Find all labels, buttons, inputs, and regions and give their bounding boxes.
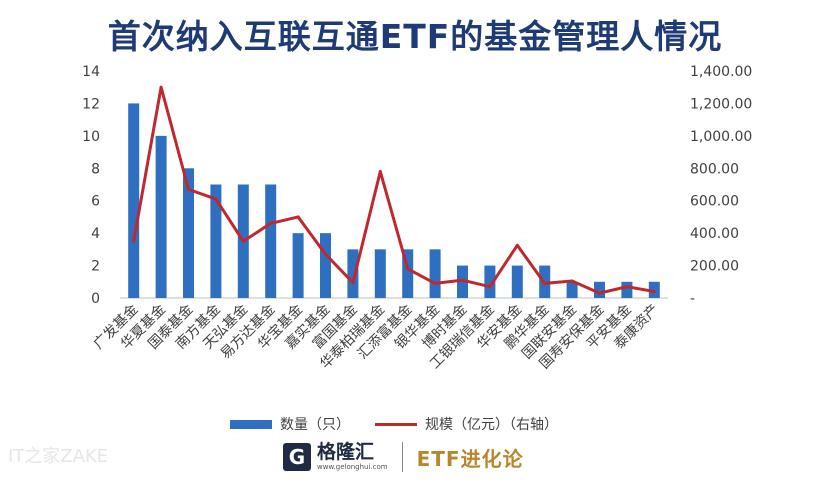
line-point [652,290,656,294]
bar [128,103,140,298]
category-labels: 广发基金华夏基金国泰基金南方基金天弘基金易方达基金华宝基金嘉实基金富国基金华泰柏… [90,301,662,372]
bar [292,233,304,298]
bar [320,233,331,298]
bar-series [128,103,660,298]
bar [183,168,194,298]
line-point [406,267,410,271]
line-point [241,239,245,243]
left-axis-ticks: 0 2 4 6 8 10 12 14 [82,64,100,307]
line-point [159,85,163,89]
left-tick-label: 6 [91,194,100,210]
legend-item-count: 数量（只） [230,414,350,434]
legend-item-scale: 规模（亿元）（右轴） [375,414,558,434]
line-point [187,187,190,191]
bar [594,281,605,298]
gelonghui-logo-icon: G [283,443,311,471]
bar [457,265,468,298]
line-point [351,281,355,285]
line-point [488,285,492,289]
line-point [214,197,218,201]
line-point [598,291,601,295]
footer-divider [401,442,403,472]
right-tick-label: 400.00 [690,226,739,242]
line-point [324,252,327,256]
bar [511,265,523,298]
right-tick-label: 1,200.00 [690,96,752,112]
bar [155,135,167,298]
bar [265,184,277,298]
line-point [296,215,300,219]
line-point [269,221,273,225]
left-tick-label: 4 [91,226,100,242]
line-point [570,279,574,283]
bar [347,249,359,298]
bar [374,249,386,298]
left-tick-label: 8 [91,161,100,177]
line-series [132,85,656,295]
left-tick-label: 14 [82,64,100,80]
logo-name: 格隆汇 [317,441,375,463]
line-point [543,281,547,285]
right-axis-ticks: - 200.00 400.00 600.00 800.00 1,000.00 1,200.0… [690,64,752,307]
left-tick-label: 10 [82,129,100,145]
bar [621,281,633,298]
right-tick-label: 800.00 [690,161,739,177]
watermark: IT之家ZAKE [8,446,109,467]
legend: 数量（只） 规模（亿元）（右轴） [230,414,650,434]
right-tick-label: 600.00 [690,194,739,210]
left-tick-label: 12 [82,96,100,112]
bar [648,281,660,298]
left-tick-label: 0 [91,291,100,307]
line-point [132,239,136,243]
brand-name: ETF进化论 [416,446,524,471]
right-tick-label: 200.00 [690,259,739,275]
legend-line-swatch [375,422,417,426]
line-point [515,243,519,247]
bar [566,281,578,298]
line-point [625,285,629,289]
right-tick-label: - [690,291,695,307]
logo-url: www.gelonghui.com [317,463,388,471]
legend-label-count: 数量（只） [280,417,350,433]
scale-line [132,85,655,295]
bar [402,249,414,298]
right-tick-label: 1,000.00 [690,129,752,145]
chart-title: 首次纳入互联互通ETF的基金管理人情况 [107,17,723,56]
bar [429,249,441,298]
legend-label-scale: 规模（亿元）（右轴） [425,417,558,433]
legend-bar-swatch [230,419,272,429]
line-point [461,278,464,282]
line-point [378,170,382,174]
bar [210,184,222,298]
footer-branding: G 格隆汇 www.gelonghui.com ETF进化论 [283,442,524,472]
right-tick-label: 1,400.00 [690,64,752,80]
left-tick-label: 2 [91,259,100,275]
line-point [433,281,437,285]
bar [484,265,496,298]
